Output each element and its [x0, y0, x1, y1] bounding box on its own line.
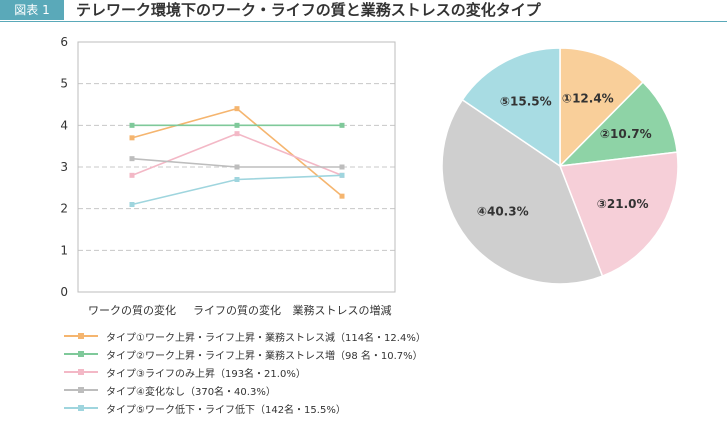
- series-4-point: [340, 165, 345, 170]
- series-2-point: [340, 123, 345, 128]
- legend-label: タイプ③ライフのみ上昇（193名・21.0%）: [106, 365, 306, 380]
- legend-item: タイプ④変化なし（370名・40.3%）: [64, 381, 484, 399]
- legend-swatch: [64, 367, 98, 377]
- pie-slice-label: ④40.3%: [477, 205, 529, 219]
- pie-slice-label: ①12.4%: [562, 91, 614, 105]
- legend-item: タイプ③ライフのみ上昇（193名・21.0%）: [64, 363, 484, 381]
- series-3-point: [235, 131, 240, 136]
- series-2-point: [130, 123, 135, 128]
- series-4-point: [130, 156, 135, 161]
- series-3-point: [130, 173, 135, 178]
- series-2-point: [235, 123, 240, 128]
- x-category-label: ワークの質の変化: [88, 303, 176, 317]
- series-1-point: [235, 106, 240, 111]
- line-chart-legend: タイプ①ワーク上昇・ライフ上昇・業務ストレス減（114名・12.4%） タイプ②ワ…: [64, 327, 484, 417]
- legend-label: タイプ⑤ワーク低下・ライフ低下（142名・15.5%）: [106, 401, 346, 416]
- pie-chart: ①12.4% ②10.7% ③21.0% ④40.3% ⑤15.5%: [442, 48, 678, 284]
- legend-label: タイプ②ワーク上昇・ライフ上昇・業務ストレス増（98 名・10.7%）: [106, 347, 423, 362]
- legend-swatch: [64, 385, 98, 395]
- legend-item: タイプ⑤ワーク低下・ライフ低下（142名・15.5%）: [64, 399, 484, 417]
- series-line-1: [132, 109, 342, 197]
- y-tick-label: 6: [60, 35, 68, 49]
- line-chart: 0 1 2 3 4 5 6 ワークの質の変化 ライフの質の変化 業務ストレスの増減: [60, 35, 395, 317]
- x-category-label: 業務ストレスの増減: [293, 303, 392, 317]
- y-tick-label: 0: [60, 285, 68, 299]
- series-4-point: [235, 165, 240, 170]
- series-5-point: [235, 177, 240, 182]
- series-1-point: [130, 135, 135, 140]
- pie-slice-label: ②10.7%: [600, 127, 652, 141]
- series-5-point: [130, 202, 135, 207]
- legend-swatch: [64, 403, 98, 413]
- y-tick-label: 5: [60, 77, 68, 91]
- legend-swatch: [64, 349, 98, 359]
- legend-item: タイプ②ワーク上昇・ライフ上昇・業務ストレス増（98 名・10.7%）: [64, 345, 484, 363]
- series-5-point: [340, 173, 345, 178]
- pie-slice-label: ⑤15.5%: [500, 94, 552, 108]
- series-1-point: [340, 194, 345, 199]
- y-tick-label: 1: [60, 243, 68, 257]
- y-tick-label: 3: [60, 160, 68, 174]
- legend-swatch: [64, 331, 98, 341]
- pie-slice-label: ③21.0%: [597, 197, 649, 211]
- y-tick-label: 2: [60, 202, 68, 216]
- y-tick-label: 4: [60, 118, 68, 132]
- legend-item: タイプ①ワーク上昇・ライフ上昇・業務ストレス減（114名・12.4%）: [64, 327, 484, 345]
- legend-label: タイプ①ワーク上昇・ライフ上昇・業務ストレス減（114名・12.4%）: [106, 329, 426, 344]
- x-category-label: ライフの質の変化: [193, 303, 281, 317]
- legend-label: タイプ④変化なし（370名・40.3%）: [106, 383, 276, 398]
